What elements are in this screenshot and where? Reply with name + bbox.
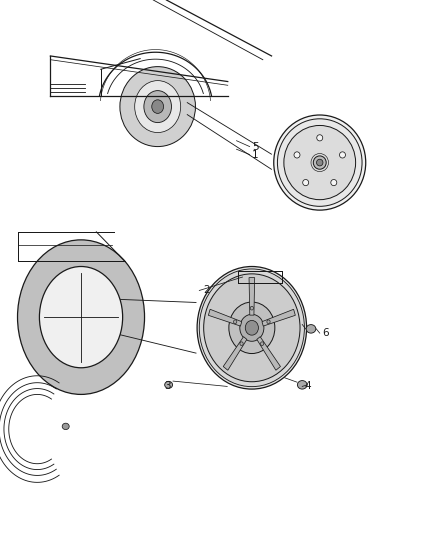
Ellipse shape (165, 382, 173, 388)
Ellipse shape (339, 152, 346, 158)
Ellipse shape (317, 135, 323, 141)
Text: 1: 1 (252, 150, 258, 159)
Ellipse shape (277, 119, 362, 206)
Ellipse shape (250, 306, 254, 310)
Ellipse shape (120, 67, 195, 147)
Ellipse shape (306, 325, 316, 333)
Ellipse shape (197, 266, 307, 389)
Polygon shape (257, 337, 280, 370)
Ellipse shape (267, 320, 270, 324)
Polygon shape (208, 309, 242, 326)
Ellipse shape (144, 91, 172, 123)
Ellipse shape (245, 320, 258, 335)
Text: 6: 6 (322, 328, 328, 338)
Ellipse shape (199, 269, 304, 386)
Text: 4: 4 (304, 382, 311, 391)
Ellipse shape (261, 342, 264, 345)
Ellipse shape (331, 180, 337, 185)
Ellipse shape (240, 342, 243, 345)
Ellipse shape (284, 125, 356, 200)
Ellipse shape (135, 80, 180, 133)
Ellipse shape (274, 115, 366, 210)
Ellipse shape (39, 266, 123, 368)
Ellipse shape (297, 381, 307, 389)
Ellipse shape (317, 159, 323, 166)
Text: 2: 2 (204, 286, 210, 295)
Ellipse shape (240, 314, 264, 341)
Ellipse shape (233, 320, 237, 324)
Polygon shape (249, 278, 254, 315)
Ellipse shape (313, 156, 326, 169)
Polygon shape (262, 309, 295, 326)
Ellipse shape (204, 274, 300, 382)
Text: 5: 5 (252, 142, 258, 151)
Polygon shape (223, 337, 247, 370)
Ellipse shape (62, 423, 69, 430)
Ellipse shape (303, 180, 309, 185)
Ellipse shape (294, 152, 300, 158)
Text: 3: 3 (164, 382, 171, 391)
Ellipse shape (18, 240, 145, 394)
Ellipse shape (152, 100, 164, 114)
Ellipse shape (229, 302, 275, 353)
